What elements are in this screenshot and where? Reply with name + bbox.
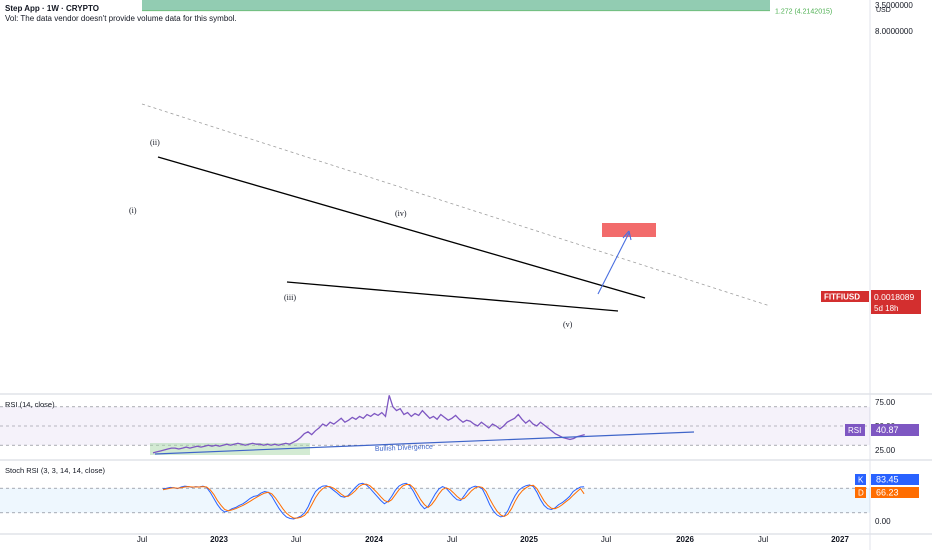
stoch-k-badge [855, 474, 866, 485]
projection-arrow [597, 232, 630, 295]
rsi-value-badge [871, 424, 919, 436]
rsi-badge-label: RSI [848, 426, 861, 435]
last-price-badge [871, 290, 921, 314]
stoch-d-badge-label: D [858, 489, 864, 498]
volume-note: Vol: The data vendor doesn't provide vol… [5, 14, 237, 23]
time-tick-label: 2024 [365, 535, 383, 544]
time-tick-label: 2027 [831, 535, 849, 544]
rsi-annotation: Bullish Divergence [375, 444, 433, 453]
stoch-title: Stoch RSI (3, 3, 14, 14, close) [5, 466, 106, 475]
price-tick-label: 3.5000000 [875, 1, 913, 10]
stoch-k-line [162, 482, 585, 520]
time-tick-label: Jul [137, 535, 147, 544]
stoch-d-value: 66.23 [876, 488, 899, 498]
stoch-tick-label: 0.00 [875, 517, 891, 526]
rsi-tick-label: 75.00 [875, 398, 896, 407]
time-tick-label: 2026 [676, 535, 694, 544]
last-price-label: 0.0018089 [874, 292, 914, 302]
wave-label: (iv) [395, 209, 407, 218]
rsi-title: RSI (14, close) [5, 400, 55, 409]
time-tick-label: Jul [447, 535, 457, 544]
symbol-badge [821, 291, 869, 302]
stoch-k-value-badge [871, 474, 919, 485]
stoch-d-line [162, 483, 585, 519]
stoch-d-value-badge [871, 487, 919, 498]
symbol-badge-label: FITFIUSD [824, 293, 860, 302]
wedge-upper-line [157, 156, 646, 299]
time-tick-label: Jul [758, 535, 768, 544]
wave-label: (ii) [150, 138, 160, 147]
target-zone [602, 223, 656, 237]
dashed-resistance-line [141, 103, 771, 307]
fib-retracement: 1.272 (4.2142015)1 (0.7480651)0.886 (0.3… [142, 0, 832, 16]
rsi-value: 40.87 [876, 425, 899, 435]
stoch-k-value: 83.45 [876, 475, 899, 485]
wave-label: (v) [563, 320, 573, 329]
rsi-badge [845, 424, 865, 436]
stoch-d-badge [855, 487, 866, 498]
price-tick-label: 8.0000000 [875, 27, 913, 36]
time-tick-label: Jul [601, 535, 611, 544]
fib-band [142, 0, 770, 11]
price-axis-unit: USD [876, 7, 891, 14]
countdown-label: 5d 18h [874, 304, 898, 313]
fib-level-label: 1.272 (4.2142015) [775, 9, 832, 16]
projection-arrowhead [622, 230, 632, 241]
wedge-lower-line [286, 281, 619, 312]
rsi-tick-label: 25.00 [875, 446, 896, 455]
time-tick-label: 2025 [520, 535, 538, 544]
time-tick-label: 2023 [210, 535, 228, 544]
symbol-title: Step App · 1W · CRYPTO [5, 4, 99, 13]
rsi-divergence-line [154, 431, 695, 455]
time-tick-label: Jul [291, 535, 301, 544]
stoch-k-badge-label: K [858, 476, 864, 485]
wave-label: (i) [129, 206, 137, 215]
wave-label: (iii) [284, 293, 296, 302]
chart-header: Step App · 1W · CRYPTO Vol: The data ven… [5, 4, 237, 24]
rsi-line [152, 395, 585, 454]
